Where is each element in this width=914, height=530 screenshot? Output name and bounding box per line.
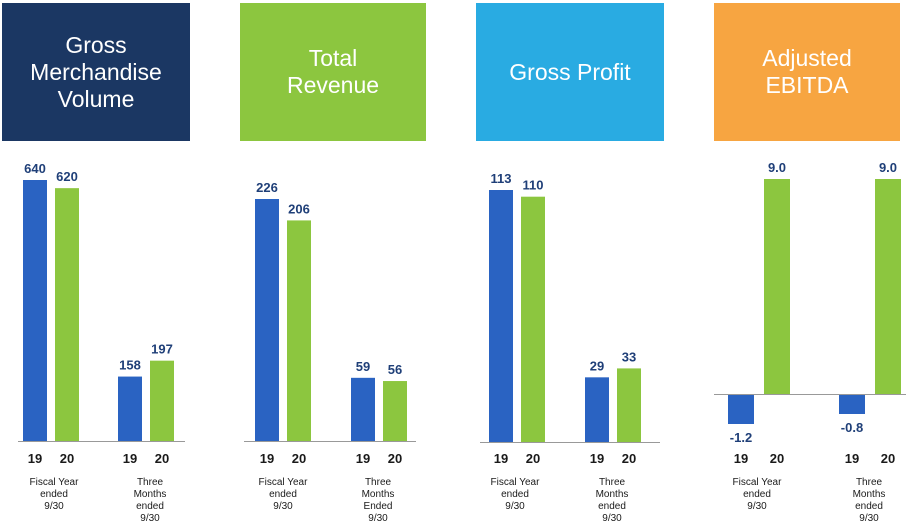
series-label: 19 <box>494 451 508 466</box>
category-label: ended <box>855 501 883 512</box>
bar-20-three-months <box>150 360 174 441</box>
category-label: Months <box>853 489 886 500</box>
chart-title-line: Gross <box>65 31 127 58</box>
bar-19-fiscal-year <box>255 199 279 441</box>
bar-19-three-months <box>351 377 375 441</box>
category-label: Fiscal Year <box>30 477 80 488</box>
category-label: Ended <box>364 501 393 512</box>
category-label: Three <box>599 477 626 488</box>
category-label: 9/30 <box>273 501 293 512</box>
category-label: ended <box>598 501 626 512</box>
bar-20-three-months <box>617 368 641 442</box>
category-label: Fiscal Year <box>259 477 309 488</box>
category-label: ended <box>269 489 297 500</box>
category-label: Fiscal Year <box>491 477 541 488</box>
bar-value-label: 9.0 <box>768 160 786 175</box>
category-label: Months <box>362 489 395 500</box>
bar-19-fiscal-year <box>489 190 513 442</box>
bar-19-fiscal-year <box>23 180 47 441</box>
chart-title-2: Total Revenue <box>240 3 426 141</box>
chart-title-line: Total <box>308 45 358 71</box>
series-label: 20 <box>622 451 636 466</box>
category-label: ended <box>40 489 68 500</box>
bar-value-label: 640 <box>24 161 46 176</box>
category-label: 9/30 <box>859 513 879 524</box>
category-label: Three <box>856 477 883 488</box>
bar-20-three-months <box>875 179 901 394</box>
category-label: 9/30 <box>368 513 388 524</box>
chart-title-line: Merchandise <box>30 58 162 85</box>
category-label: ended <box>136 501 164 512</box>
bar-value-label: -0.8 <box>841 420 863 435</box>
series-label: 20 <box>388 451 402 466</box>
category-label: Fiscal Year <box>733 477 783 488</box>
chart-title-line: EBITDA <box>765 72 849 98</box>
chart-title-1: Gross Merchandise Volume <box>2 3 190 141</box>
bar-value-label: 158 <box>119 358 141 373</box>
category-label: 9/30 <box>505 501 525 512</box>
bar-value-label: 206 <box>288 201 310 216</box>
bar-19-three-months <box>839 394 865 414</box>
category-label: 9/30 <box>602 513 622 524</box>
category-label: ended <box>501 489 529 500</box>
series-label: 19 <box>590 451 604 466</box>
chart-title-line: Adjusted <box>762 45 852 71</box>
bar-value-label: 110 <box>523 178 544 193</box>
bar-value-label: 56 <box>388 362 402 377</box>
series-label: 19 <box>356 451 370 466</box>
series-label: 20 <box>60 451 74 466</box>
bar-value-label: 33 <box>622 349 636 364</box>
bar-value-label: 620 <box>56 169 78 184</box>
bar-20-fiscal-year <box>55 188 79 441</box>
chart-title-line: Revenue <box>286 72 380 98</box>
category-label: 9/30 <box>140 513 160 524</box>
category-label: ended <box>743 489 771 500</box>
chart-title-line: Volume <box>57 85 135 112</box>
bar-value-label: 9.0 <box>879 160 897 175</box>
bar-20-fiscal-year <box>521 196 545 442</box>
bar-20-three-months <box>383 381 407 441</box>
category-label: Months <box>596 489 629 500</box>
bar-20-fiscal-year <box>287 220 311 441</box>
series-label: 19 <box>123 451 137 466</box>
series-label: 19 <box>260 451 274 466</box>
series-label: 20 <box>292 451 306 466</box>
category-label: Months <box>134 489 167 500</box>
series-label: 19 <box>28 451 42 466</box>
bar-value-label: 29 <box>590 358 604 373</box>
category-label: Three <box>137 477 164 488</box>
series-label: 20 <box>770 451 784 466</box>
series-label: 20 <box>155 451 169 466</box>
category-label: 9/30 <box>747 501 767 512</box>
bar-value-label: 197 <box>151 342 173 357</box>
bar-value-label: 59 <box>356 359 370 374</box>
bar-20-fiscal-year <box>764 179 790 394</box>
category-label: 9/30 <box>44 501 64 512</box>
category-label: Three <box>365 477 392 488</box>
series-label: 20 <box>881 451 895 466</box>
chart-title-4: Adjusted EBITDA <box>714 3 900 141</box>
bar-value-label: 113 <box>491 171 512 186</box>
chart-title-line: Gross Profit <box>509 58 631 85</box>
series-label: 19 <box>845 451 859 466</box>
chart-title-3: Gross Profit <box>476 3 664 141</box>
bar-value-label: -1.2 <box>730 430 752 445</box>
bar-19-three-months <box>585 377 609 442</box>
bar-value-label: 226 <box>256 180 278 195</box>
bar-19-fiscal-year <box>728 394 754 424</box>
series-label: 20 <box>526 451 540 466</box>
bar-19-three-months <box>118 376 142 441</box>
series-label: 19 <box>734 451 748 466</box>
